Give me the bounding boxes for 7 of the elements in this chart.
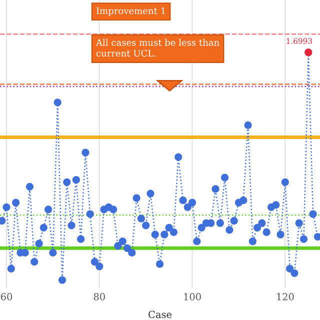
text: Improvement 1 xyxy=(96,7,165,16)
x-tick-label: 100 xyxy=(184,293,201,300)
x-tick-label: 80 xyxy=(94,293,105,300)
x-axis-title: Case xyxy=(148,310,172,318)
x-tick-label: 120 xyxy=(277,293,294,300)
x-tick-label: 60 xyxy=(0,293,12,300)
annotation: All cases must be less than current UCL. xyxy=(96,38,220,57)
